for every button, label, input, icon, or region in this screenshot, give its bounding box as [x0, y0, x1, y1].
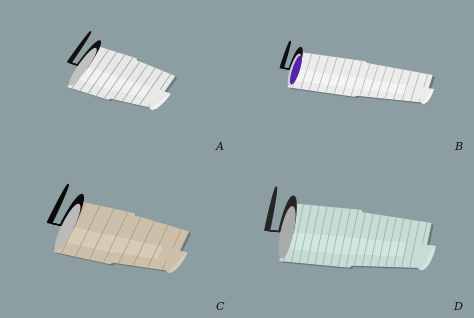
- Text: D: D: [453, 302, 462, 312]
- Polygon shape: [421, 246, 435, 269]
- Polygon shape: [152, 94, 170, 109]
- Ellipse shape: [279, 207, 295, 258]
- Polygon shape: [283, 205, 433, 269]
- Polygon shape: [280, 204, 431, 267]
- Polygon shape: [47, 184, 83, 228]
- Polygon shape: [57, 203, 191, 272]
- Ellipse shape: [291, 56, 301, 84]
- Text: A: A: [216, 142, 224, 152]
- Polygon shape: [68, 32, 100, 68]
- Polygon shape: [288, 52, 432, 102]
- Polygon shape: [68, 46, 174, 107]
- Ellipse shape: [288, 54, 301, 85]
- Polygon shape: [283, 232, 405, 256]
- Polygon shape: [71, 48, 177, 109]
- Polygon shape: [291, 54, 434, 104]
- Polygon shape: [265, 187, 296, 233]
- Polygon shape: [420, 88, 433, 103]
- Polygon shape: [416, 245, 435, 269]
- Polygon shape: [280, 41, 302, 70]
- Polygon shape: [291, 70, 408, 93]
- Polygon shape: [166, 249, 187, 272]
- Ellipse shape: [55, 204, 80, 249]
- Text: B: B: [454, 142, 462, 152]
- Polygon shape: [150, 90, 170, 109]
- Polygon shape: [74, 66, 151, 97]
- Polygon shape: [423, 89, 433, 103]
- Polygon shape: [60, 227, 162, 259]
- Polygon shape: [55, 202, 188, 270]
- Polygon shape: [169, 253, 187, 272]
- Text: C: C: [216, 302, 224, 312]
- Ellipse shape: [70, 49, 96, 85]
